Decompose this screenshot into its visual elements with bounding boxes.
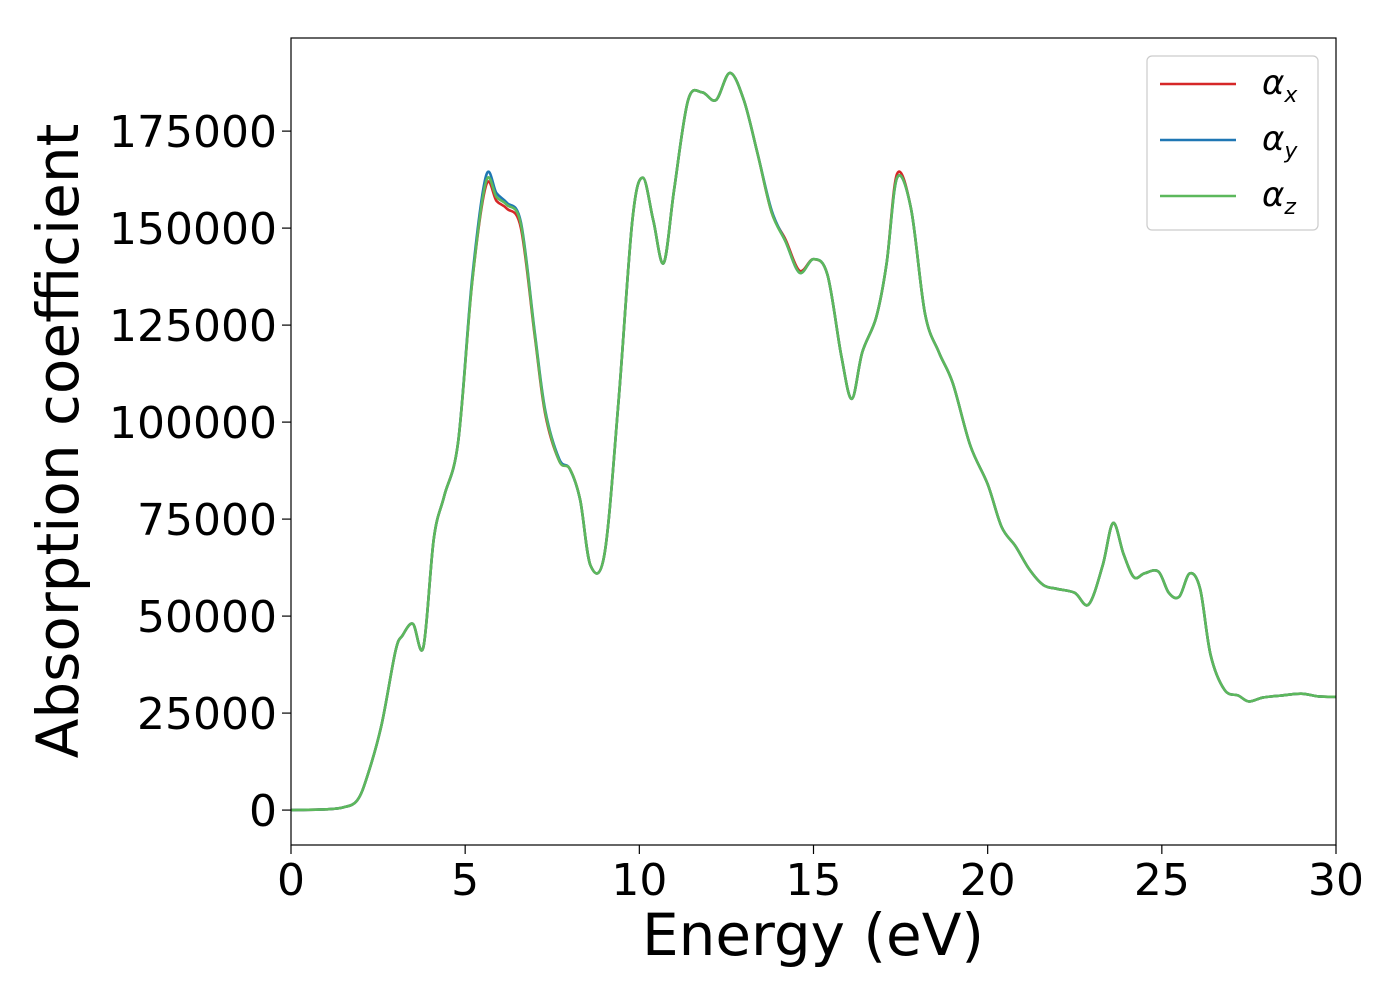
y-axis-label: Absorption coefficient xyxy=(24,124,92,759)
legend-label-y: αy xyxy=(1262,119,1298,164)
legend-box xyxy=(1146,55,1319,231)
x-tick-label: 30 xyxy=(1308,855,1364,906)
x-tick-label: 25 xyxy=(1134,855,1190,906)
series-line-z xyxy=(290,71,1337,812)
y-tick-label: 175000 xyxy=(109,107,277,158)
x-tick-label: 20 xyxy=(960,855,1016,906)
y-tick-label: 50000 xyxy=(137,592,277,643)
x-tick-label: 0 xyxy=(277,855,305,906)
y-tick-label: 25000 xyxy=(137,689,277,740)
x-tick-label: 15 xyxy=(786,855,842,906)
legend-label-z: αz xyxy=(1262,175,1296,220)
y-tick-label: 100000 xyxy=(109,398,277,449)
x-axis-label: Energy (eV) xyxy=(642,901,984,969)
y-tick-label: 125000 xyxy=(109,301,277,352)
legend: αx αy αz xyxy=(1146,55,1319,231)
legend-label-x: αx xyxy=(1262,63,1298,108)
x-axis: 0 5 10 15 20 25 30 xyxy=(277,845,1364,906)
x-tick-label: 5 xyxy=(451,855,479,906)
y-tick-label: 75000 xyxy=(137,495,277,546)
y-axis: 0 25000 50000 75000 100000 125000 150000 175000 xyxy=(109,107,291,837)
series-layer xyxy=(290,71,1337,812)
y-tick-label: 150000 xyxy=(109,204,277,255)
x-tick-label: 10 xyxy=(611,855,667,906)
y-tick-label: 0 xyxy=(249,786,277,837)
